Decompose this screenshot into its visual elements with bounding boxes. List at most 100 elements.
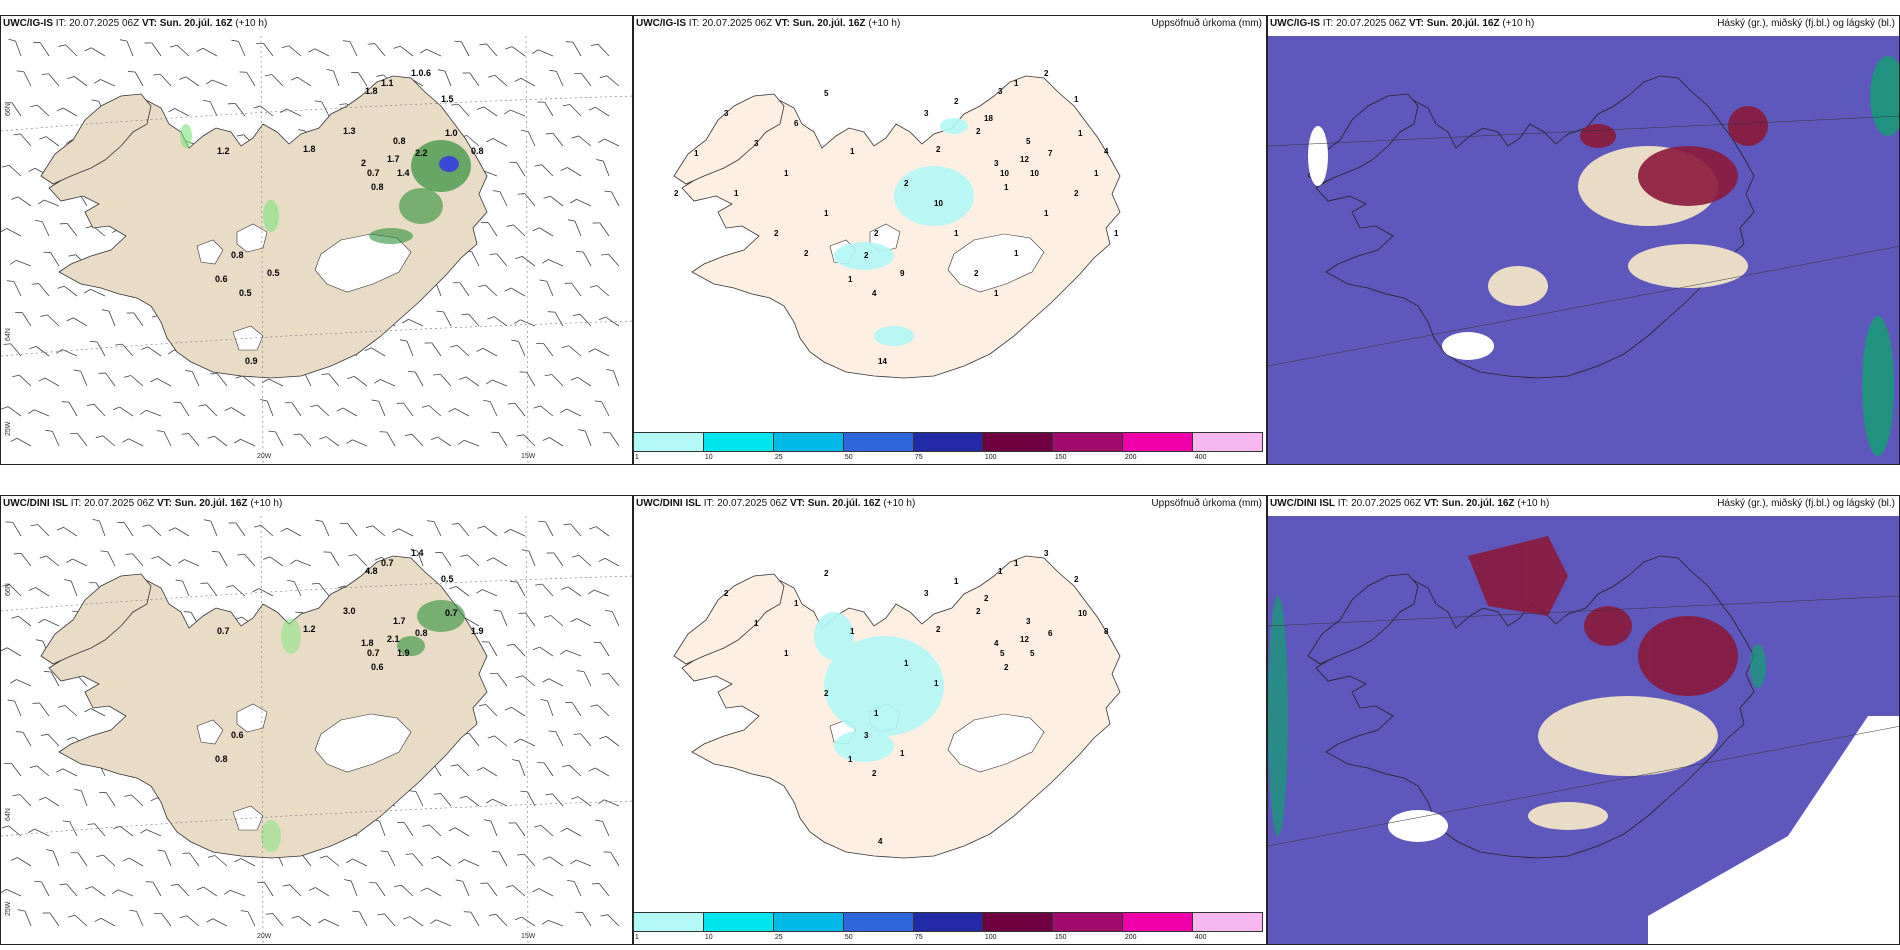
wind-barb	[491, 848, 508, 870]
wind-barb	[598, 314, 620, 332]
value-label: 1	[1044, 209, 1049, 218]
wind-barb	[435, 307, 452, 330]
value-labels: 0.7 1.20.71.40.54.80.71.93.01.81.72.11.90…	[215, 548, 484, 764]
graticule	[1, 515, 632, 944]
value-label: 1.4	[411, 548, 424, 558]
value-label: 1.3	[343, 126, 356, 136]
model-name: UWC/DINI ISL	[1270, 498, 1335, 509]
wind-barb	[311, 579, 330, 601]
value-label: 3	[1026, 617, 1031, 626]
wind-barb	[594, 817, 610, 839]
wind-barb	[594, 397, 610, 420]
wind-barb	[396, 818, 414, 840]
value-label: 12	[1020, 635, 1029, 644]
wind-barb	[11, 371, 32, 391]
wind-barb	[87, 820, 106, 841]
wind-barb	[317, 917, 340, 932]
wind-barb	[179, 912, 200, 931]
graticule	[1, 35, 632, 464]
value-label: 1	[1114, 229, 1119, 238]
legend-swatch	[1193, 913, 1263, 931]
wind-barb	[145, 878, 162, 900]
wind-barb	[261, 376, 284, 392]
wind-barb	[122, 436, 144, 452]
wind-barb	[534, 580, 554, 601]
wind-barb	[479, 879, 498, 900]
wind-barb	[29, 101, 50, 121]
value-label: 1	[1078, 129, 1083, 138]
wind-barb	[345, 437, 368, 452]
wind-barb	[58, 880, 78, 901]
model-name: UWC/IG-IS	[3, 18, 53, 29]
wind-barb	[588, 765, 610, 782]
legend-label: 200	[1124, 934, 1137, 941]
wind-barb	[541, 257, 564, 272]
panel-ig-cloud: UWC/IG-IS IT: 20.07.2025 06Z VT: Sun. 20…	[1267, 15, 1900, 465]
wind-barb	[566, 877, 582, 899]
wind-barb	[569, 858, 592, 872]
valid-time: VT: Sun. 20.júl. 16Z	[1423, 498, 1515, 509]
wind-barb	[365, 522, 386, 541]
wind-barb	[323, 548, 340, 570]
wind-barb	[570, 374, 592, 392]
lon-label-15: 15W	[521, 933, 536, 940]
valid-time: VT: Sun. 20.júl. 16Z	[156, 498, 248, 509]
wind-barb	[38, 375, 60, 392]
wind-barb	[520, 127, 536, 149]
wind-barb	[588, 104, 610, 122]
wind-barb	[532, 644, 554, 662]
wind-barb	[606, 366, 620, 389]
wind-barb	[111, 887, 134, 902]
wind-barb	[486, 555, 508, 572]
wind-barb	[279, 106, 302, 122]
wind-barb	[256, 878, 274, 900]
wind-barb	[37, 617, 60, 632]
value-label: 5	[1030, 649, 1035, 658]
value-label: 8	[1104, 627, 1109, 636]
wind-barb	[113, 823, 134, 842]
wind-barb	[227, 99, 246, 121]
wind-barb	[73, 367, 88, 389]
wind-barb	[574, 908, 592, 930]
wind-barb	[253, 522, 274, 541]
value-label: 6	[794, 119, 799, 128]
value-label: 1	[998, 567, 1003, 576]
value-label: 2	[936, 625, 941, 634]
wind-barb	[543, 612, 564, 631]
wind-barb	[69, 429, 88, 451]
value-label: 2	[1004, 663, 1009, 672]
value-label: 1.8	[365, 86, 378, 96]
legend-swatch	[1193, 433, 1263, 451]
value-label: 1	[848, 755, 853, 764]
wind-barb	[308, 46, 330, 62]
wind-barb	[589, 282, 610, 301]
wind-barb	[12, 791, 32, 811]
wind-barb	[97, 369, 116, 390]
value-label: 2	[674, 189, 679, 198]
wind-barb	[40, 730, 60, 751]
wind-barb	[577, 426, 592, 449]
wind-barb	[314, 517, 330, 539]
wind-barb	[560, 825, 582, 842]
wind-barb	[289, 558, 312, 572]
panel-header: UWC/IG-IS IT: 20.07.2025 06Z VT: Sun. 20…	[1270, 18, 1534, 29]
wind-barb	[151, 553, 172, 572]
precip-legend-bottom	[633, 912, 1263, 932]
value-label: 12	[1020, 155, 1029, 164]
wind-barb	[152, 70, 172, 91]
wind-barb	[367, 40, 386, 61]
wind-barb	[480, 218, 498, 240]
legend-label: 100	[984, 934, 997, 941]
value-label: 1	[900, 749, 905, 758]
graticule	[1268, 115, 1899, 367]
value-label: 0.8	[231, 250, 244, 260]
wind-barb	[265, 910, 284, 931]
lead-time: (+10 h)	[868, 18, 901, 29]
wind-barb	[63, 576, 78, 599]
wind-barb	[565, 38, 582, 60]
panel-header: UWC/DINI ISL IT: 20.07.2025 06Z VT: Sun.…	[3, 498, 282, 509]
wind-barb	[119, 37, 134, 59]
wind-barb	[548, 727, 564, 750]
value-label: 0.8	[415, 628, 428, 638]
value-labels: 1 212131423512107101214914653218210211331…	[674, 69, 1119, 366]
